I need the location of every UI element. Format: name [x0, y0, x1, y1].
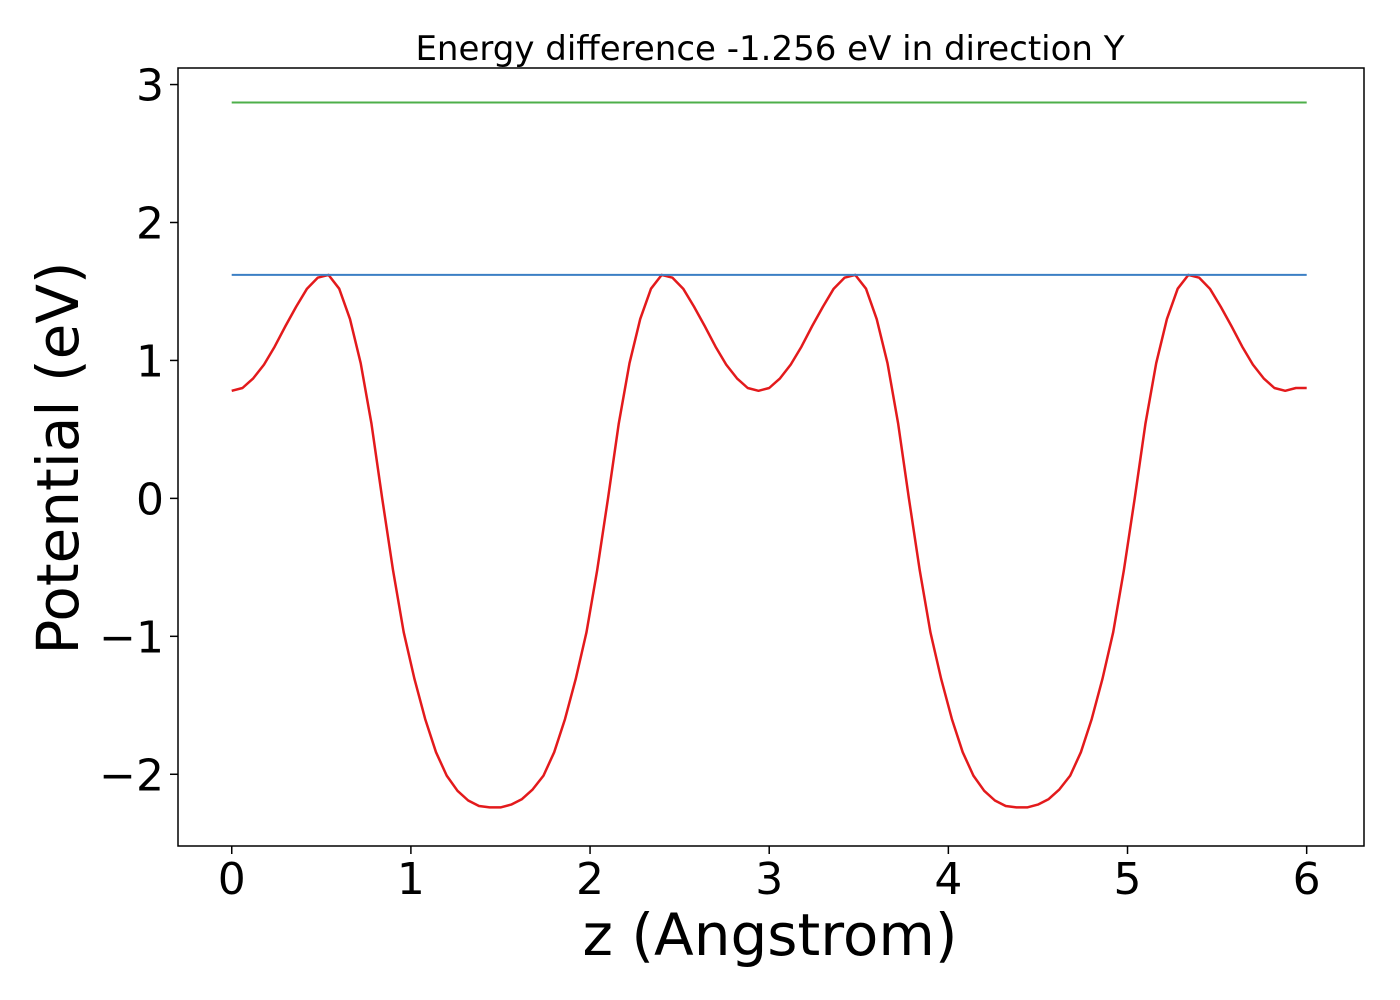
- series-line-potential: [231, 273, 1307, 809]
- x-tick-label: 0: [218, 854, 246, 905]
- x-tick-label: 3: [755, 854, 783, 905]
- x-axis-label: z (Angstrom): [583, 901, 958, 969]
- y-axis-ticks: −2 −1 0 1 2 3: [99, 61, 178, 801]
- plot-area-frame: [177, 67, 1365, 847]
- y-tick-label: 0: [136, 474, 164, 525]
- x-tick-label: 6: [1293, 854, 1321, 905]
- y-tick-label: 2: [136, 198, 164, 249]
- series-layer: [231, 101, 1307, 809]
- y-tick-label: −2: [99, 750, 164, 801]
- x-tick-label: 4: [934, 854, 962, 905]
- y-tick-label: −1: [99, 612, 164, 663]
- x-tick-label: 1: [397, 854, 425, 905]
- x-tick-label: 2: [576, 854, 604, 905]
- x-axis-ticks: 0 1 2 3 4 5 6: [218, 846, 1321, 905]
- y-tick-label: 3: [136, 61, 164, 112]
- chart-title: Energy difference -1.256 eV in direction…: [415, 29, 1124, 69]
- x-tick-label: 5: [1114, 854, 1142, 905]
- y-tick-label: 1: [136, 336, 164, 387]
- y-axis-label: Potential (eV): [24, 261, 92, 654]
